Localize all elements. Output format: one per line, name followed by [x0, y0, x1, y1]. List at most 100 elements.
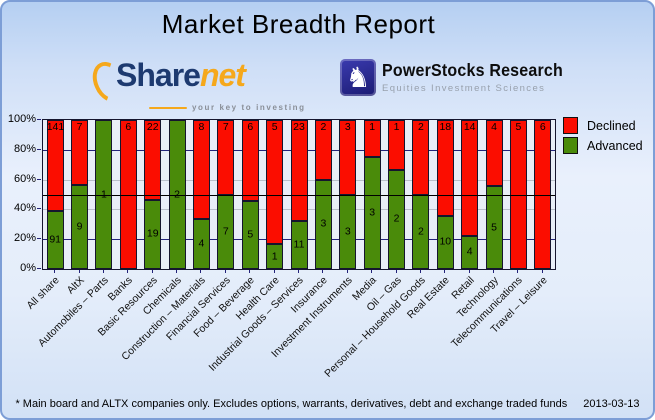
x-axis-tick-mark: [224, 270, 226, 273]
y-axis-tick-mark: [37, 268, 41, 269]
sharenet-logo-text-primary: Share: [116, 57, 201, 93]
bar-segment-advanced: [290, 220, 308, 269]
legend-swatch-advanced: [563, 137, 578, 154]
x-axis-tick-mark: [200, 270, 202, 273]
bar-segment-advanced: [266, 244, 284, 269]
knight-chess-icon: ♞: [340, 59, 376, 96]
footer-note: * Main board and ALTX companies only. Ex…: [15, 398, 568, 410]
legend-label-advanced: Advanced: [587, 138, 643, 153]
x-axis-tick-mark: [541, 270, 543, 273]
advanced-value-label: 4: [466, 245, 473, 258]
x-axis-tick-mark: [298, 270, 299, 273]
y-axis-tick-mark: [37, 119, 41, 120]
bar-segment-advanced: [363, 157, 381, 269]
bar-segment-declined: [388, 120, 406, 170]
x-axis-tick-mark: [273, 270, 275, 273]
powerstocks-name: PowerStocks Research: [382, 62, 563, 81]
y-axis-tick-label: 20%: [13, 232, 36, 245]
bar-segment-declined: [436, 120, 454, 216]
y-axis-tick-label: 40%: [13, 202, 36, 215]
sharenet-tagline-rule: [149, 106, 187, 109]
y-axis-tick-label: 80%: [13, 142, 36, 155]
x-axis-tick-mark: [444, 270, 446, 273]
bar-segment-declined: [192, 120, 210, 220]
advanced-value-label: 2: [174, 188, 181, 200]
declined-value-label: 7: [76, 121, 83, 133]
x-axis-tick-mark: [127, 270, 129, 273]
bar-segment-declined: [217, 120, 235, 195]
legend-swatch-declined: [563, 117, 578, 134]
advanced-value-label: 2: [393, 212, 400, 225]
declined-value-label: 5: [271, 121, 278, 133]
powerstocks-subtitle: Equities Investment Sciences: [382, 83, 546, 94]
x-axis-tick-mark: [176, 270, 178, 273]
declined-value-label: 8: [198, 121, 205, 133]
x-axis-tick-mark: [346, 270, 348, 273]
bar-segment-declined: [339, 120, 357, 195]
x-axis-tick-mark: [493, 270, 495, 273]
legend: Declined Advanced: [563, 117, 643, 157]
advanced-value-label: 5: [491, 221, 497, 234]
declined-value-label: 18: [439, 121, 452, 133]
y-axis-tick-label: 0%: [20, 262, 36, 274]
advanced-value-label: 2: [417, 225, 424, 238]
bar-segment-declined: [461, 120, 479, 236]
legend-label-declined: Declined: [587, 118, 636, 133]
bar-segment-declined: [266, 120, 284, 245]
y-axis-tick-mark: [37, 238, 41, 240]
bar-segment-advanced: [241, 201, 259, 269]
x-axis-tick-mark: [78, 270, 80, 273]
advanced-value-label: 19: [146, 227, 159, 240]
declined-value-label: 23: [293, 121, 305, 133]
bar-segment-advanced: [485, 186, 503, 269]
declined-value-label: 3: [344, 121, 351, 133]
bar-segment-declined: [46, 120, 64, 211]
sharenet-logo: Share net your key to investing: [86, 56, 339, 112]
declined-value-label: 6: [539, 121, 546, 133]
advanced-value-label: 9: [76, 220, 83, 233]
bar-segment-advanced: [71, 185, 89, 269]
y-axis-tick-mark: [37, 208, 41, 210]
bar-segment-declined: [290, 120, 308, 221]
advanced-value-label: 3: [320, 217, 327, 230]
bar-segment-declined: [363, 120, 381, 158]
advanced-value-label: 91: [49, 233, 62, 246]
x-axis-tick-mark: [54, 270, 56, 273]
bar-segment-advanced: [144, 199, 162, 269]
advanced-value-label: 3: [344, 225, 351, 238]
x-axis-tick-mark: [395, 270, 397, 273]
declined-value-label: 5: [515, 121, 522, 133]
bar-segment-declined: [314, 120, 332, 180]
advanced-value-label: 11: [293, 238, 305, 251]
x-axis-tick-mark: [517, 270, 519, 273]
plot-area: 141 91 7 9 1 6 22 19 2 8 4 7 7 6 5 5 1 23 11 2 3 3 3 1 3 1 2 2 2 18 10…: [42, 119, 556, 270]
x-axis-tick-mark: [468, 270, 470, 273]
bar-segment-declined: [241, 120, 259, 202]
declined-value-label: 7: [222, 121, 229, 133]
powerstocks-logo: ♞ PowerStocks Research Equities Investme…: [340, 59, 563, 96]
y-axis-tick-label: 60%: [13, 172, 36, 185]
sharenet-tagline: your key to investing: [192, 103, 306, 112]
x-axis-tick-mark: [322, 270, 324, 273]
y-axis-tick-label: 100%: [7, 113, 36, 125]
reference-line-50pct: [43, 194, 555, 196]
declined-value-label: 6: [125, 121, 132, 133]
advanced-value-label: 1: [101, 188, 107, 200]
legend-item-advanced: Advanced: [563, 137, 643, 154]
bar-segment-advanced: [192, 219, 210, 269]
y-axis-tick-mark: [37, 178, 41, 180]
x-axis-tick-mark: [249, 270, 251, 273]
declined-value-label: 2: [417, 121, 424, 133]
bar-segment-declined: [144, 120, 162, 200]
declined-value-label: 6: [247, 121, 254, 133]
declined-value-label: 1: [369, 121, 376, 133]
advanced-value-label: 3: [369, 206, 376, 219]
advanced-value-label: 7: [222, 225, 229, 238]
advanced-value-label: 4: [198, 237, 205, 250]
x-axis-tick-mark: [151, 270, 153, 273]
x-axis-tick-mark: [102, 270, 104, 273]
declined-value-label: 14: [463, 121, 476, 133]
bar-segment-advanced: [46, 210, 64, 269]
legend-item-declined: Declined: [563, 117, 643, 134]
